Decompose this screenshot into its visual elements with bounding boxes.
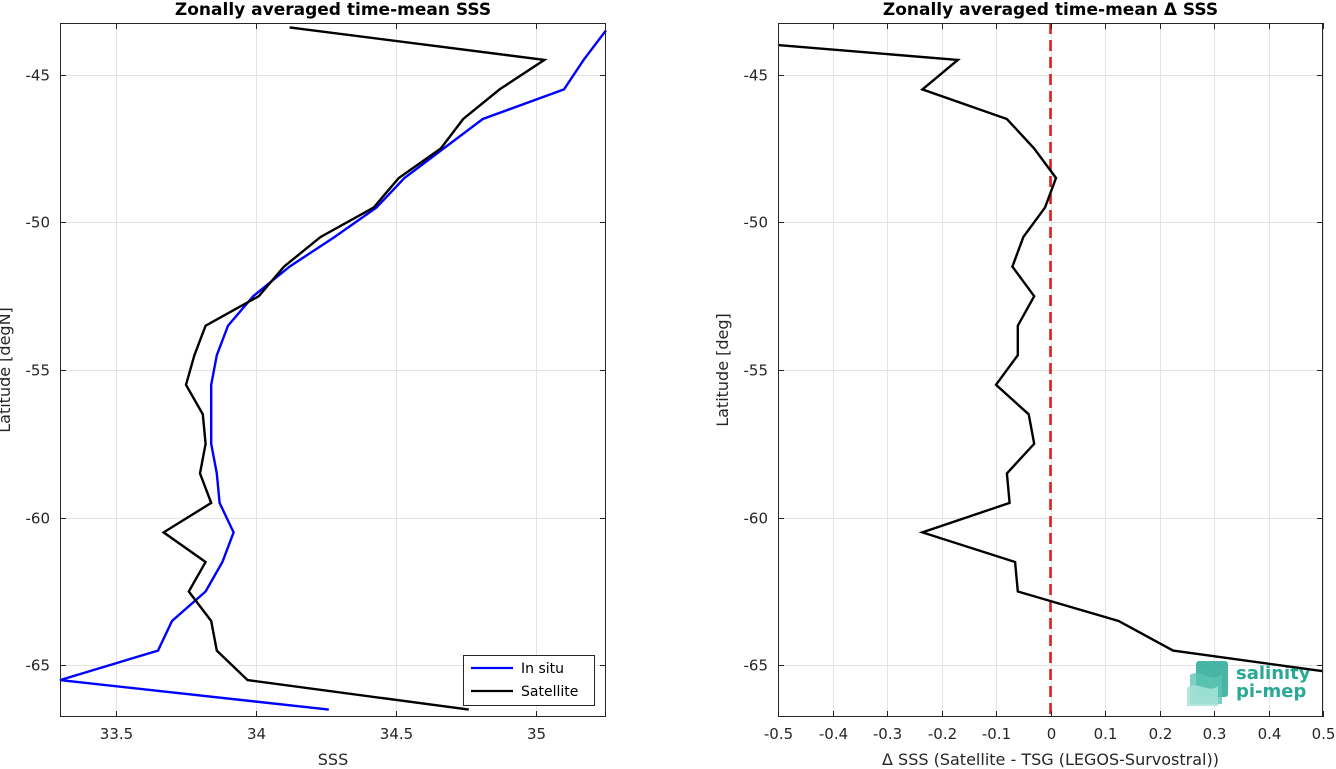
sss-series [59, 26, 607, 711]
watermark-line2: pi-mep [1236, 681, 1306, 702]
delta-sss-x-tick-label: 0 [1047, 725, 1057, 743]
sss-legend: In situ Satellite [463, 655, 595, 706]
salinity-pi-mep-logo: salinity pi-mep [1187, 661, 1311, 706]
delta-sss-x-tick-label: 0.4 [1258, 725, 1282, 743]
sss-y-tick-label: -65 [26, 657, 51, 675]
delta-sss-ticks: -0.5 -0.4 -0.3 -0.2 -0.1 0 0.1 0.2 0.3 0.4 0.5 -65 -… [744, 23, 1336, 743]
delta-sss-x-tick-label: -0.3 [873, 725, 902, 743]
sss-chart-title: Zonally averaged time-mean SSS [175, 0, 491, 20]
sss-x-tick-label: 34 [247, 725, 266, 743]
sss-y-tick-label: -55 [26, 362, 51, 380]
sss-y-tick-label: -45 [26, 67, 51, 85]
delta-sss-series [777, 23, 1324, 717]
sss-y-tick-label: -50 [26, 214, 51, 232]
wave-logo-icon [1187, 661, 1228, 706]
delta-sss-x-tick-label: -0.1 [982, 725, 1011, 743]
legend-label-satellite: Satellite [521, 684, 578, 700]
sss-line-satellite [161, 26, 548, 711]
delta-sss-chart-title: Zonally averaged time-mean Δ SSS [883, 0, 1218, 20]
sss-x-tick-label: 33.5 [100, 725, 133, 743]
delta-sss-y-tick-label: -50 [744, 214, 769, 232]
sss-y-tick-label: -60 [26, 510, 51, 528]
sss-line-in-situ [59, 29, 607, 711]
sss-ticks: 33.5 34 34.5 35 -65 -60 -55 -50 -45 [26, 23, 606, 743]
delta-sss-x-tick-label: 0.5 [1312, 725, 1336, 743]
sss-grid [60, 23, 606, 717]
sss-x-tick-label: 34.5 [380, 725, 413, 743]
sss-y-axis-label: Latitude [degN] [0, 307, 14, 433]
delta-sss-y-tick-label: -45 [744, 67, 769, 85]
delta-sss-x-tick-label: -0.5 [764, 725, 793, 743]
delta-sss-x-axis-label: Δ SSS (Satellite - TSG (LEGOS-Survostral… [882, 750, 1219, 769]
legend-label-in-situ: In situ [521, 661, 564, 677]
delta-sss-y-tick-label: -60 [744, 510, 769, 528]
delta-sss-y-tick-label: -55 [744, 362, 769, 380]
sss-panel: 33.5 34 34.5 35 -65 -60 -55 -50 -45 Zonally aver… [0, 0, 607, 769]
watermark-line1: salinity [1236, 663, 1311, 684]
sss-x-axis-label: SSS [318, 750, 348, 769]
delta-sss-y-axis-label: Latitude [deg] [713, 313, 732, 427]
legend-box [463, 655, 595, 706]
delta-sss-x-tick-label: 0.1 [1094, 725, 1118, 743]
delta-sss-y-tick-label: -65 [744, 657, 769, 675]
sss-x-tick-label: 35 [527, 725, 546, 743]
delta-sss-line-series-0 [777, 43, 1324, 673]
delta-sss-x-tick-label: -0.4 [819, 725, 848, 743]
delta-sss-x-tick-label: 0.2 [1149, 725, 1173, 743]
delta-sss-x-tick-label: 0.3 [1203, 725, 1227, 743]
delta-sss-x-tick-label: -0.2 [928, 725, 957, 743]
delta-sss-panel: salinity pi-mep -0.5 -0.4 -0.3 -0.2 -0.1 0 0.1… [713, 0, 1335, 769]
